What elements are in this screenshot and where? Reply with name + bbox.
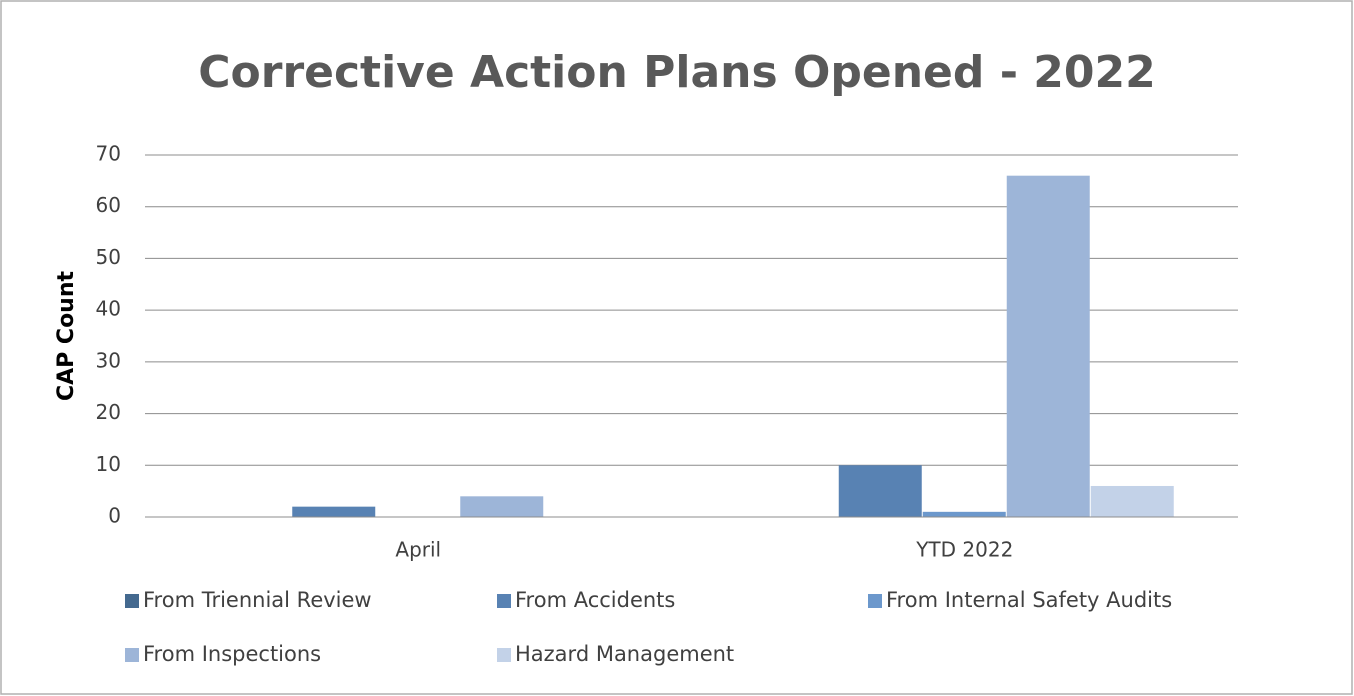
bar <box>460 496 544 517</box>
legend-swatch <box>868 594 882 608</box>
legend-label: From Triennial Review <box>143 588 372 612</box>
legend-swatch <box>497 648 511 662</box>
legend-label: From Inspections <box>143 642 321 666</box>
y-tick-label: 70 <box>96 142 121 166</box>
legend-label: From Internal Safety Audits <box>886 588 1172 612</box>
y-tick-label: 60 <box>96 193 121 217</box>
legend-label: From Accidents <box>515 588 675 612</box>
x-tick-label: YTD 2022 <box>915 538 1013 562</box>
y-tick-label: 20 <box>96 400 121 424</box>
legend-label: Hazard Management <box>515 642 734 666</box>
y-tick-label: 0 <box>108 504 121 528</box>
chart-title: Corrective Action Plans Opened - 2022 <box>198 47 1156 98</box>
legend-swatch <box>497 594 511 608</box>
y-tick-label: 30 <box>96 348 121 372</box>
y-tick-label: 10 <box>96 452 121 476</box>
legend-swatch <box>125 648 139 662</box>
y-tick-label: 50 <box>96 245 121 269</box>
bar <box>1006 175 1090 517</box>
y-tick-label: 40 <box>96 297 121 321</box>
x-tick-label: April <box>395 538 441 562</box>
bar <box>922 511 1006 517</box>
bar <box>1090 485 1174 517</box>
y-axis-label: CAP Count <box>54 270 79 401</box>
legend-swatch <box>125 594 139 608</box>
bar <box>838 465 922 517</box>
bar <box>292 506 376 517</box>
